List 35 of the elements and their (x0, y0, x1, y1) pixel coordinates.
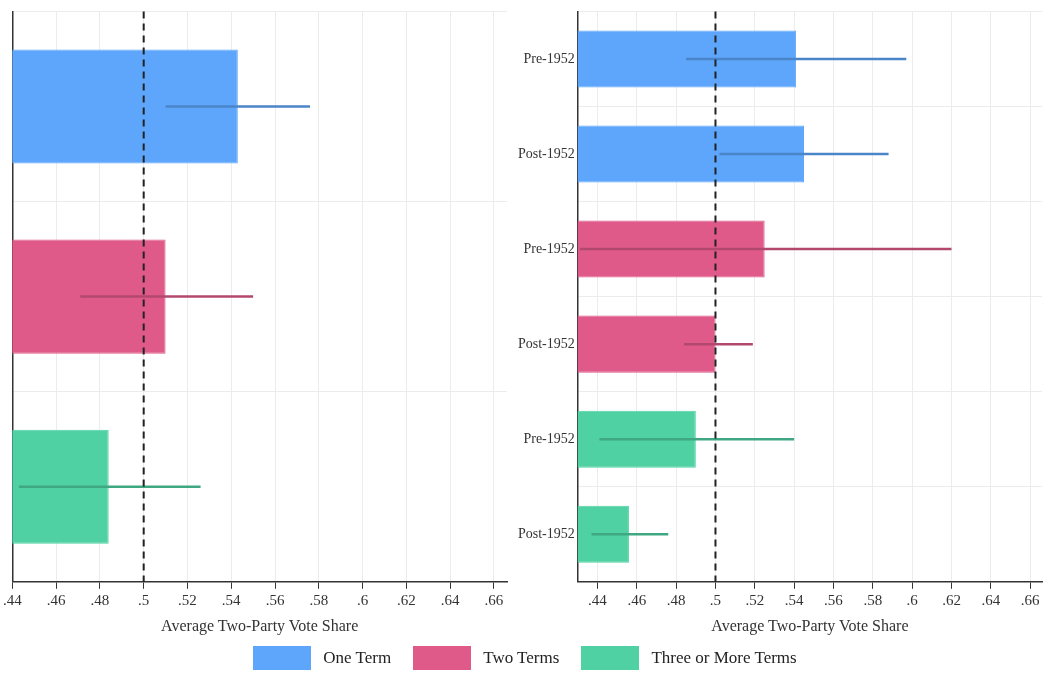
x-tick-label: .44 (588, 591, 608, 608)
x-tick-label: .58 (309, 591, 329, 608)
x-tick-label: .6 (906, 591, 919, 608)
y-tick-label: Post-1952 (517, 145, 575, 161)
x-tick-label: .5 (138, 591, 150, 608)
x-tick-label: .48 (90, 591, 110, 608)
x-tick-label: .52 (178, 591, 197, 608)
x-tick-label: .62 (942, 591, 961, 608)
x-tick-label: .66 (1020, 591, 1041, 608)
x-tick-label: .56 (824, 591, 844, 608)
x-tick-label: .54 (221, 591, 242, 608)
legend-label: One Term (323, 648, 392, 668)
x-axis-title: Average Two-Party Vote Share (711, 616, 909, 635)
x-axis-title: Average Two-Party Vote Share (161, 616, 359, 635)
x-tick-label: .52 (745, 591, 765, 608)
x-tick-label: .6 (356, 591, 369, 608)
y-tick-label: Pre-1952 (523, 50, 575, 66)
x-tick-label: .66 (484, 591, 504, 608)
x-tick-label: .64 (440, 591, 460, 608)
x-tick-label: .44 (3, 591, 23, 608)
x-tick-label: .64 (981, 591, 1001, 608)
x-tick-label: .5 (709, 591, 722, 608)
x-tick-label: .54 (784, 591, 805, 608)
x-tick-label: .46 (627, 591, 647, 608)
y-tick-label: Post-1952 (517, 335, 575, 351)
y-tick-label: Pre-1952 (523, 430, 575, 446)
x-tick-label: .62 (396, 591, 416, 608)
x-tick-label: .58 (863, 591, 883, 608)
x-tick-label: .46 (46, 591, 67, 608)
x-tick-label: .56 (265, 591, 285, 608)
x-tick-label: .48 (666, 591, 686, 608)
legend-label: Two Terms (483, 648, 560, 668)
y-tick-label: Post-1952 (517, 525, 575, 541)
y-tick-label: Pre-1952 (523, 240, 575, 256)
legend-label: Three or More Terms (651, 648, 797, 668)
